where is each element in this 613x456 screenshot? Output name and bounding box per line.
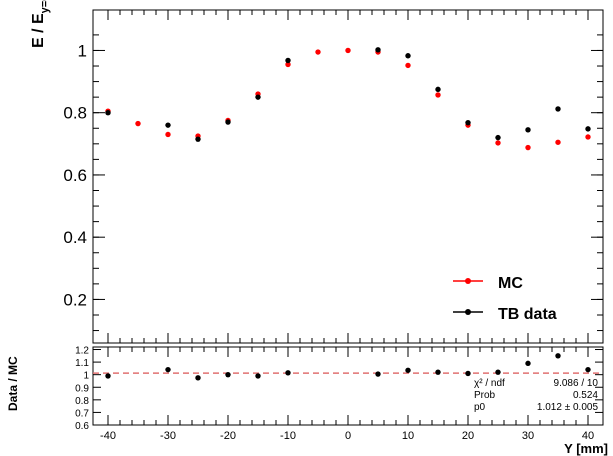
tb-data-point (585, 126, 591, 132)
tb-data-point (555, 106, 561, 112)
fit-statistics-box: χ² / ndf 9.086 / 10 Prob 0.524 p0 1.012 … (474, 378, 598, 413)
main-x-ticks (107, 10, 589, 343)
legend-tb-label: TB data (498, 306, 557, 323)
ratio-plot-frame (92, 346, 604, 426)
ratio-x-tick-label: 30 (522, 430, 534, 442)
ratio-point (255, 373, 261, 379)
tb-data-point (495, 134, 501, 141)
mc-point (285, 61, 291, 68)
tb-data-point (405, 53, 411, 59)
fit-chi2-label: χ² / ndf (474, 378, 505, 389)
ratio-y-tick-label: 0.9 (75, 383, 89, 394)
fit-p0-value: 1.012 ± 0.005 (537, 402, 599, 413)
tb-data-point (525, 127, 531, 133)
ratio-point (375, 371, 381, 377)
ratio-point (105, 373, 111, 379)
ratio-x-tick-label: 10 (402, 430, 414, 442)
ratio-y-tick-label: 0.8 (75, 396, 89, 407)
mc-point (525, 144, 531, 151)
ratio-y-axis-label: Data / MC (6, 356, 20, 411)
ratio-y-tick-label: 1.2 (75, 346, 89, 357)
main-y-tick-label: 0.2 (63, 290, 87, 309)
tb-data-point (105, 110, 111, 116)
mc-point (345, 47, 351, 54)
tb-data-point (255, 94, 261, 100)
ratio-point (555, 353, 561, 359)
ratio-x-tick-label: 20 (462, 430, 474, 442)
main-y-tick-label: 0.6 (63, 166, 87, 185)
ratio-point (585, 366, 591, 373)
ratio-data-points (105, 353, 591, 381)
mc-point (435, 92, 441, 98)
mc-point (495, 140, 501, 146)
legend-mc-marker (465, 278, 471, 284)
main-y-axis-label: E / Ey=0 (30, 0, 51, 48)
ratio-point (285, 370, 291, 376)
ratio-x-tick-label: -10 (280, 430, 296, 442)
legend-mc-label: MC (498, 275, 523, 292)
tb-data-point (285, 57, 291, 64)
ratio-x-tick-label: -30 (160, 430, 176, 442)
ratio-x-tick-label: 40 (582, 430, 594, 442)
ratio-x-ticks: -40 -30 -20 -10 0 10 20 30 40 (100, 347, 594, 442)
ratio-point (525, 360, 531, 367)
ratio-y-tick-label: 0.7 (75, 408, 89, 419)
main-plot-frame (92, 9, 604, 344)
mc-point (585, 134, 591, 140)
main-panel: 0.2 0.4 0.6 0.8 1 MC TB data E / Ey=0 (30, 0, 604, 344)
ratio-y-tick-label: 1.1 (75, 358, 89, 369)
tb-data-point (225, 119, 231, 125)
ratio-x-tick-label: -20 (220, 430, 236, 442)
ratio-panel: 0.6 0.70.8 0.91 1.11.2 -40 -30 -20 -10 0 10 20 30 4… (6, 346, 608, 456)
ratio-y-ticks: 0.6 0.70.8 0.91 1.11.2 (75, 346, 603, 432)
ratio-point (405, 367, 411, 373)
mc-point (135, 120, 141, 127)
fit-prob-value: 0.524 (573, 390, 598, 401)
ratio-point (195, 375, 201, 381)
ratio-y-tick-label: 0.6 (75, 421, 89, 432)
main-y-tick-label: 0.8 (63, 104, 87, 123)
tb-data-point (165, 122, 171, 128)
legend: MC TB data (453, 275, 557, 323)
ratio-y-tick-label: 1 (83, 371, 89, 382)
tb-data-point (465, 119, 471, 126)
main-y-tick-label: 0.4 (63, 228, 87, 247)
main-y-ticks: 0.2 0.4 0.6 0.8 1 (63, 34, 603, 332)
ratio-x-tick-label: -40 (100, 430, 116, 442)
legend-tb-marker (465, 309, 471, 315)
main-data-points (105, 47, 591, 151)
tb-data-point (435, 86, 441, 93)
x-axis-label: Y [mm] (564, 441, 608, 456)
mc-point (555, 139, 561, 145)
ratio-point (225, 371, 231, 378)
tb-data-point (195, 136, 201, 142)
fit-prob-label: Prob (474, 390, 496, 401)
ratio-point (435, 369, 441, 375)
ratio-x-tick-label: 0 (345, 430, 351, 442)
ratio-point (465, 370, 471, 377)
fit-chi2-value: 9.086 / 10 (554, 378, 599, 389)
mc-point (405, 62, 411, 69)
ratio-point (165, 366, 171, 373)
tb-data-point (375, 47, 381, 53)
ratio-point (495, 369, 501, 375)
main-y-tick-label: 1 (78, 41, 87, 60)
mc-point (315, 49, 321, 55)
fit-p0-label: p0 (474, 402, 486, 413)
mc-point (165, 131, 171, 138)
